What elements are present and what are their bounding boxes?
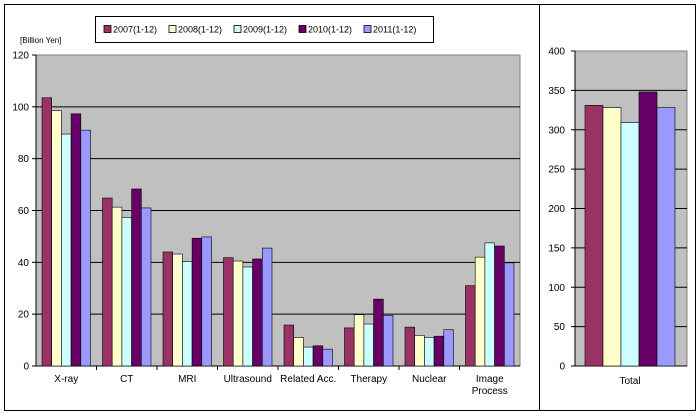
bar [70,113,82,367]
y-tick-label: 60 [18,206,30,217]
legend-swatch [103,25,112,33]
y-tick-label: 0 [23,362,29,373]
y-tick-label: 100 [12,102,29,113]
bar [111,206,123,367]
legend-swatch [363,25,372,33]
bar [293,337,304,367]
bar [484,242,495,367]
bar [312,345,324,367]
y-tick-label: 350 [548,86,565,97]
x-category-label: Ultrasound [224,374,272,385]
x-category-label: Total [619,376,640,387]
bar [494,245,505,367]
y-tick-label: 150 [548,243,565,254]
x-category-label: Nuclear [412,374,447,385]
bar [102,197,113,367]
bar [638,91,658,367]
bar [465,285,476,367]
total-bar-chart: 0 50 100 150 200 250 300 350 400 Total [548,47,688,387]
x-category-label: X-ray [54,374,78,385]
bar [162,251,173,367]
y-tick-label: 20 [18,310,30,321]
legend-label: 2010(1-12) [308,25,352,35]
bar [424,337,435,367]
y-tick-label: 80 [18,154,30,165]
y-tick-label: 300 [548,125,565,136]
y-tick-label: 0 [559,362,565,373]
bar [201,236,212,367]
y-tick-label: 50 [554,322,566,333]
bar [344,327,355,367]
bar [131,188,142,367]
bar [303,346,314,367]
bar [382,315,394,367]
bar [242,266,253,367]
bar [584,105,604,367]
bar [474,256,486,367]
bar [232,260,244,367]
y-tick-label: 40 [18,258,30,269]
bar [602,107,622,367]
legend-label: 2008(1-12) [178,25,222,35]
legend-label: 2009(1-12) [243,25,287,35]
bar [503,262,515,367]
legend-swatch [298,25,307,33]
legend-box [95,16,434,43]
legend-label: 2011(1-12) [373,25,416,35]
x-category-label: Related Acc. [280,374,336,385]
x-category-label: CT [120,374,133,385]
legend-swatch [233,25,242,33]
x-category-label: Process [472,386,508,397]
bar [182,261,193,367]
bar [261,247,273,367]
bar [283,324,294,367]
bar [620,122,640,367]
bar [656,107,676,367]
legend-swatch [168,25,177,33]
bar [141,207,152,367]
y-tick-label: 400 [548,47,565,58]
y-tick-label: 120 [12,51,29,62]
bar [404,326,415,367]
x-category-label: Image [476,374,504,385]
bar [121,217,132,367]
bar [414,335,425,367]
y-tick-label: 100 [548,283,565,294]
bar [191,237,203,367]
main-bar-chart: 0 20 40 60 80 100 120 [Billion Yen] X-ray CT MRI Ul… [12,16,521,397]
y-axis-label: [Billion Yen] [20,36,61,45]
y-tick-label: 250 [548,165,565,176]
bar [41,97,52,367]
bar [172,253,183,367]
bar [322,348,333,367]
bar [363,323,374,367]
x-category-label: MRI [178,374,196,385]
bar [51,110,62,367]
bar [433,335,445,367]
x-category-label: Therapy [350,374,387,385]
bar [373,298,384,367]
y-tick-label: 200 [548,204,565,215]
bar [443,329,454,367]
bar [252,258,263,367]
bar [61,133,72,367]
legend: 2007(1-12) 2008(1-12) 2009(1-12) 2010(1-12)… [95,16,434,43]
bar [80,129,91,367]
bar [353,314,365,367]
legend-label: 2007(1-12) [113,25,157,35]
bar [223,257,234,367]
